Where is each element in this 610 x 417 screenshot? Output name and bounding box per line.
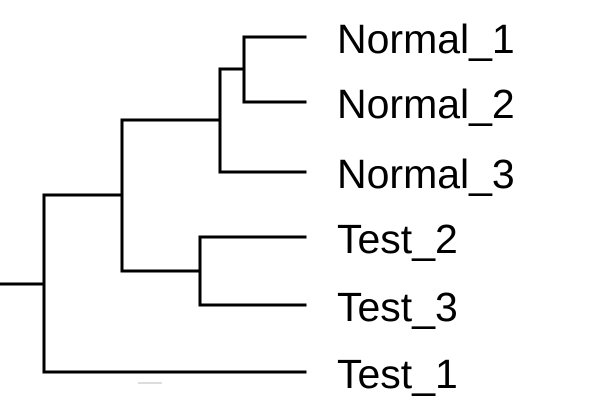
tree-branches xyxy=(0,35,307,374)
leaf-label: Test_2 xyxy=(337,216,458,262)
leaf-label: Normal_1 xyxy=(337,16,515,62)
leaf-label: Normal_3 xyxy=(337,151,515,197)
leaf-label: Test_1 xyxy=(337,351,458,397)
leaf-label: Normal_2 xyxy=(337,81,515,127)
leaf-label: Test_3 xyxy=(337,284,458,330)
